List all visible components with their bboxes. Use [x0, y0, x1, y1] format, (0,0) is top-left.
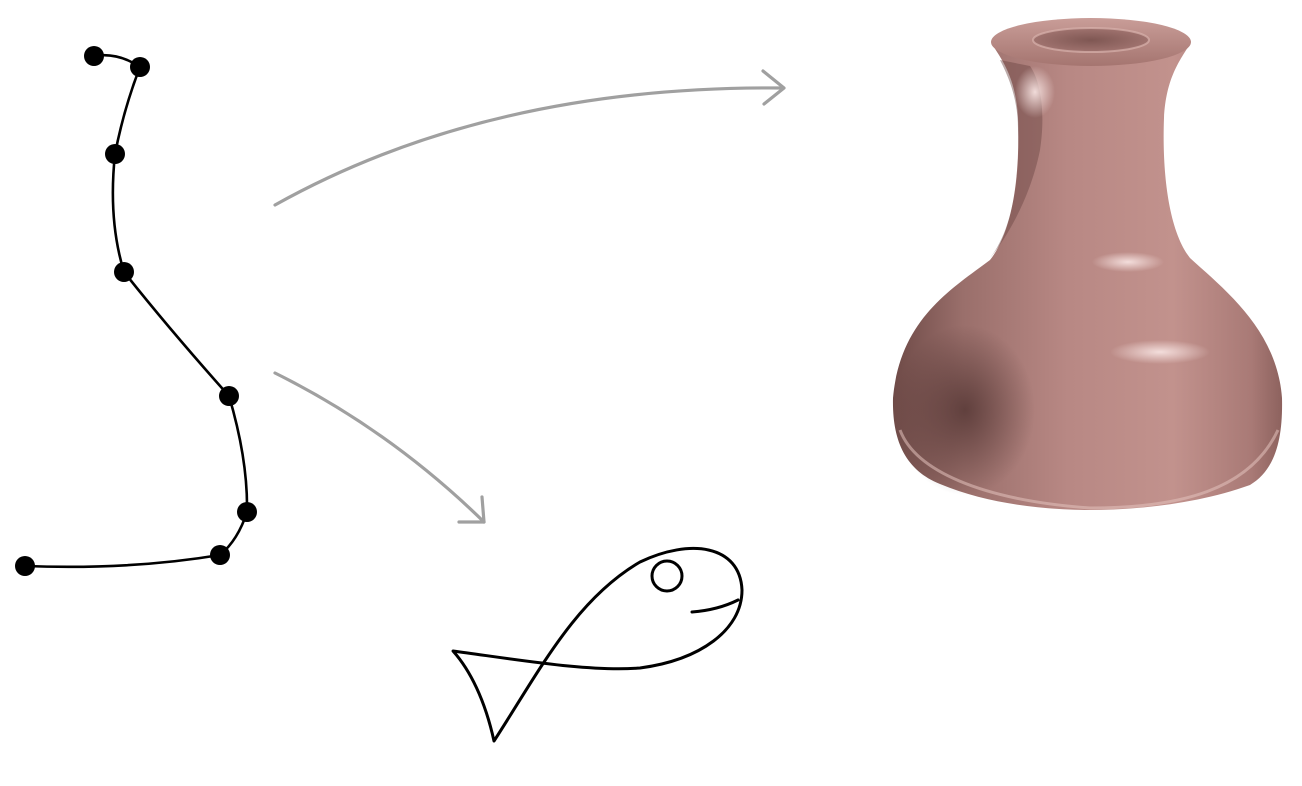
control-point[interactable] — [15, 556, 35, 576]
vase-bottom-edge — [898, 429, 1280, 510]
arrow-head — [457, 495, 486, 524]
control-point[interactable] — [237, 502, 257, 522]
fish-mouth — [690, 598, 740, 614]
vase-opening — [1033, 28, 1149, 52]
control-point[interactable] — [114, 262, 134, 282]
arrow-shaft — [273, 371, 486, 524]
arrow-to-fish — [273, 371, 486, 524]
vase-highlight — [1092, 252, 1164, 272]
arrow-to-vase — [273, 69, 786, 207]
control-point[interactable] — [210, 545, 230, 565]
control-point[interactable] — [130, 57, 150, 77]
control-point[interactable] — [219, 386, 239, 406]
vase-highlight — [1015, 66, 1055, 118]
vase-render — [892, 18, 1283, 510]
arrow-shaft — [273, 86, 785, 207]
fish-body-stroke — [451, 546, 744, 743]
control-point[interactable] — [84, 46, 104, 66]
fish-eye — [650, 559, 684, 593]
profile-curve-group — [15, 46, 257, 576]
control-point[interactable] — [105, 144, 125, 164]
fish-sketch — [451, 546, 744, 743]
profile-curve — [23, 53, 249, 569]
arrow-head — [761, 69, 786, 106]
vase-highlight — [1110, 340, 1210, 364]
vase-dark-shade — [895, 325, 1035, 495]
vase-opening-edge — [1032, 27, 1150, 53]
